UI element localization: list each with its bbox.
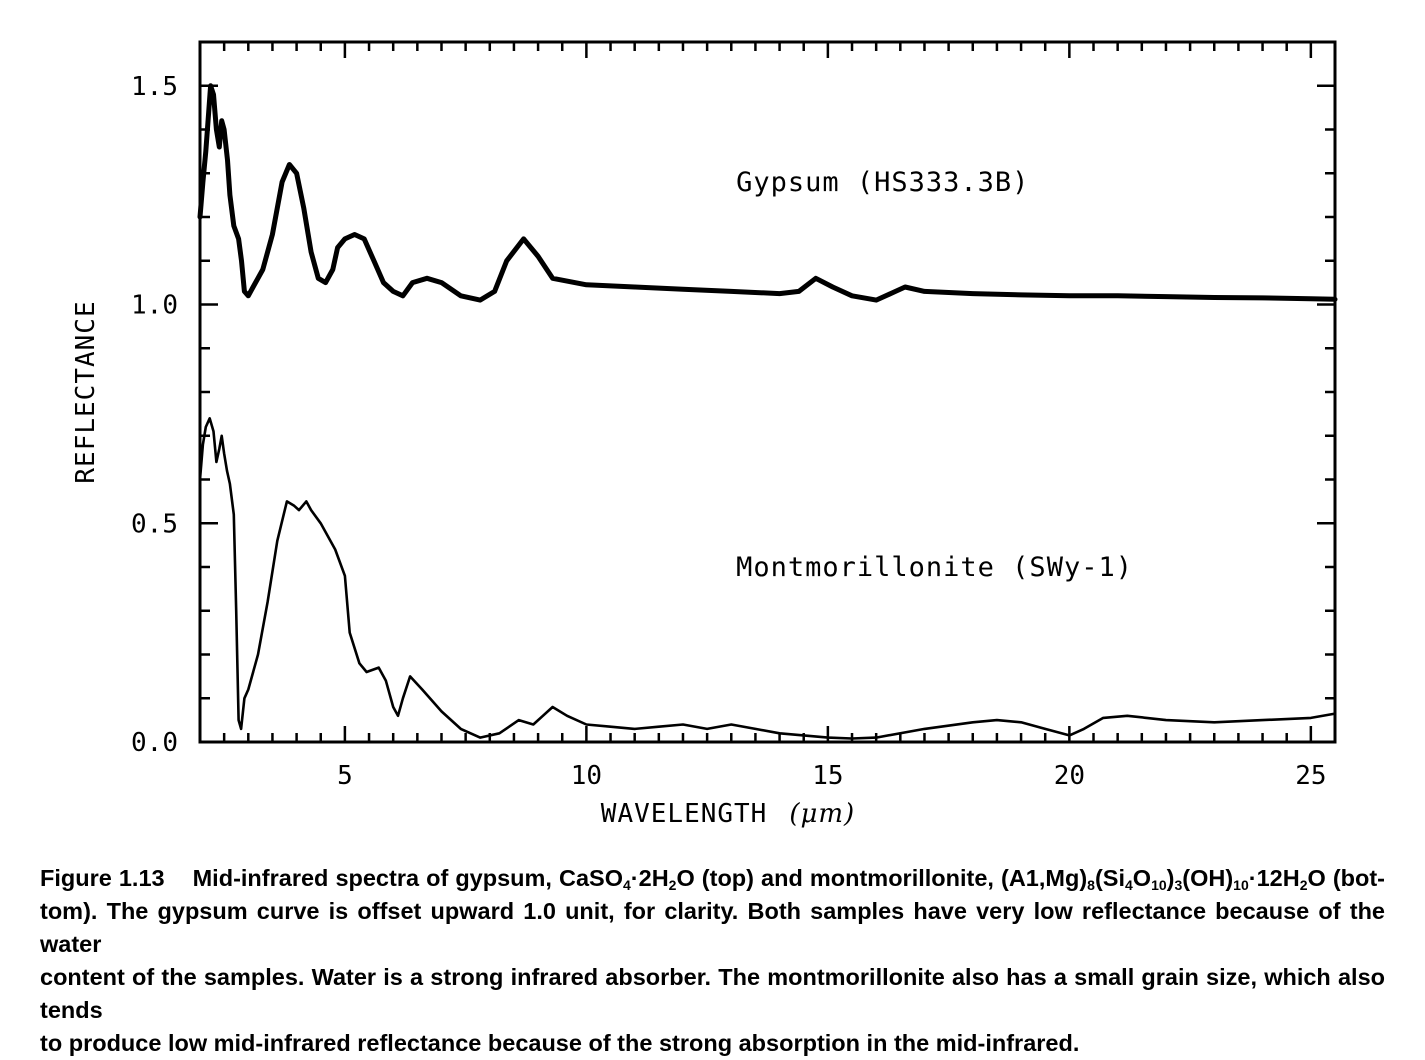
x-tick-label: 15	[812, 761, 843, 791]
x-tick-label: 5	[337, 761, 353, 791]
figure-number: Figure 1.13	[40, 865, 165, 891]
caption-text: O (top) and montmorillonite, (A1,Mg)	[676, 865, 1088, 891]
x-axis-label: WAVELENGTH	[601, 799, 768, 829]
caption-text: O (bot-	[1307, 865, 1386, 891]
caption-text: tom). The gypsum curve is offset upward …	[40, 898, 1385, 957]
x-axis-unit: (μm)	[789, 799, 855, 829]
x-tick-label: 20	[1054, 761, 1085, 791]
series-label-montmorillonite: Montmorillonite (SWy-1)	[736, 552, 1133, 583]
series-label-gypsum: Gypsum (HS333.3B)	[736, 167, 1029, 198]
caption-subscript: 10	[1151, 877, 1167, 893]
caption-text: Mid-infrared spectra of gypsum, CaSO	[192, 865, 623, 891]
caption-line: tom). The gypsum curve is offset upward …	[40, 895, 1385, 961]
x-tick-label: 25	[1295, 761, 1326, 791]
y-tick-label: 1.5	[131, 72, 178, 102]
figure-caption: Figure 1.13 Mid-infrared spectra of gypsu…	[40, 862, 1385, 1060]
caption-subscript: 2	[1299, 877, 1308, 893]
y-tick-label: 1.0	[131, 291, 178, 321]
caption-subscript: 3	[1174, 877, 1183, 893]
plot-frame	[198, 40, 1337, 744]
x-axis-title: WAVELENGTH (μm)	[601, 799, 855, 829]
caption-subscript: 4	[1124, 877, 1133, 893]
caption-text: )	[1166, 865, 1175, 891]
caption-text: to produce low mid-infrared reflectance …	[40, 1030, 1080, 1056]
spectra-chart: 0.0 0.5 1.0 1.5 5 10 15 20 25 Gypsum (HS333.3B)…	[71, 40, 1338, 829]
axis-ticks	[198, 40, 1337, 744]
y-tick-labels: 0.0 0.5 1.0 1.5	[131, 72, 178, 758]
series-line-montmorillonite	[198, 417, 1337, 740]
caption-text: ·2H	[630, 865, 669, 891]
caption-text: O	[1132, 865, 1152, 891]
caption-subscript: 8	[1087, 877, 1095, 893]
caption-subscript: 4	[623, 877, 631, 893]
caption-line: content of the samples. Water is a stron…	[40, 961, 1385, 1027]
caption-text: ·12H	[1248, 865, 1300, 891]
caption-text: (Si	[1094, 865, 1125, 891]
x-tick-label: 10	[571, 761, 602, 791]
caption-line: Figure 1.13 Mid-infrared spectra of gypsu…	[40, 862, 1385, 895]
caption-text: content of the samples. Water is a stron…	[40, 964, 1385, 1023]
y-tick-label: 0.5	[131, 509, 178, 539]
y-axis-title: REFLECTANCE	[71, 300, 101, 483]
caption-line: to produce low mid-infrared reflectance …	[40, 1027, 1385, 1060]
caption-subscript: 10	[1233, 877, 1249, 893]
x-tick-labels: 5 10 15 20 25	[337, 761, 1326, 791]
series-line-gypsum	[197, 83, 1338, 303]
y-tick-label: 0.0	[131, 728, 178, 758]
caption-text: (OH)	[1182, 865, 1234, 891]
caption-subscript: 2	[668, 877, 677, 893]
